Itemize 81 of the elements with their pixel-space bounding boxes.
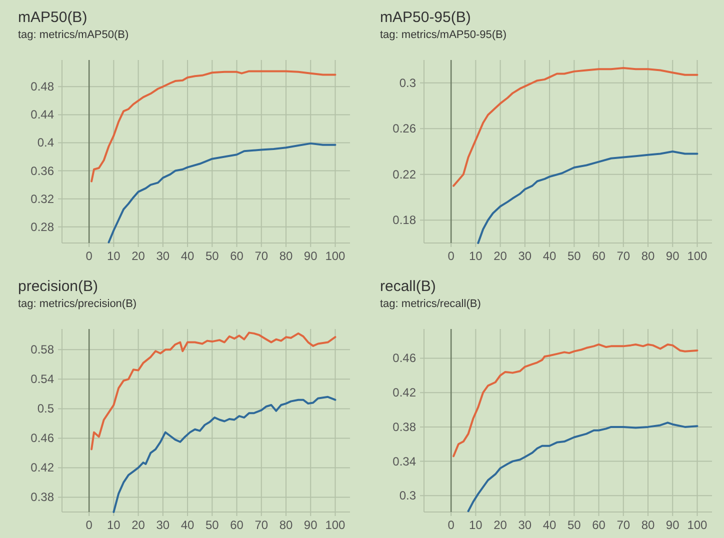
x-tick-label: 100 (325, 249, 346, 263)
x-tick-label: 80 (279, 249, 293, 263)
line-series (108, 142, 336, 244)
x-tick-label: 90 (304, 249, 318, 263)
y-tick-label: 0.46 (30, 431, 54, 446)
y-tick-label: 0.22 (392, 167, 416, 182)
x-tick-label: 80 (641, 249, 655, 263)
x-tick-label: 10 (469, 518, 483, 532)
x-tick-label: 50 (205, 518, 220, 532)
x-tick-label: 30 (518, 249, 532, 263)
x-tick-label: 60 (230, 249, 244, 263)
x-tick-label: 70 (616, 518, 630, 532)
x-tick-label: 50 (205, 249, 220, 263)
x-tick-label: 0 (86, 249, 93, 263)
x-tick-label: 20 (132, 249, 146, 263)
y-tick-label: 0.42 (392, 386, 416, 400)
y-tick-label: 0.18 (392, 213, 416, 228)
y-tick-label: 0.42 (30, 460, 54, 475)
chart-subtitle: tag: metrics/mAP50(B) (18, 29, 129, 41)
chart-subtitle: tag: metrics/mAP50-95(B) (380, 29, 507, 41)
x-tick-label: 90 (666, 518, 680, 532)
x-tick-label: 30 (156, 518, 170, 532)
line-series (112, 396, 336, 513)
x-tick-label: 80 (641, 518, 655, 532)
y-tick-label: 0.5 (37, 402, 54, 416)
y-tick-label: 0.44 (30, 108, 54, 122)
x-tick-label: 20 (132, 518, 146, 532)
x-tick-label: 10 (107, 518, 121, 532)
x-tick-label: 100 (687, 249, 708, 263)
x-tick-label: 70 (254, 518, 268, 532)
y-tick-label: 0.36 (30, 164, 54, 178)
line-series (452, 343, 698, 458)
x-tick-label: 20 (494, 249, 508, 263)
x-tick-label: 60 (592, 518, 606, 532)
x-tick-label: 90 (304, 518, 318, 532)
x-tick-label: 40 (542, 518, 557, 532)
chart-title: precision(B) (18, 278, 98, 295)
y-tick-label: 0.3 (399, 488, 416, 503)
y-tick-label: 0.58 (30, 342, 54, 357)
y-tick-label: 0.46 (392, 351, 416, 366)
x-tick-label: 70 (616, 249, 630, 263)
line-series (477, 150, 698, 244)
x-tick-label: 20 (494, 518, 508, 532)
chart-title: mAP50-95(B) (380, 9, 471, 26)
x-tick-label: 70 (254, 249, 268, 263)
x-tick-label: 40 (542, 249, 557, 263)
y-tick-label: 0.48 (30, 80, 54, 94)
x-tick-label: 30 (156, 249, 170, 263)
y-tick-label: 0.4 (37, 136, 54, 150)
x-tick-label: 40 (180, 518, 195, 532)
x-tick-label: 0 (86, 518, 93, 532)
x-tick-label: 40 (180, 249, 195, 263)
y-tick-label: 0.32 (30, 192, 54, 206)
x-tick-label: 80 (279, 518, 293, 532)
y-tick-label: 0.34 (392, 454, 416, 468)
x-tick-label: 100 (325, 518, 346, 532)
x-tick-label: 10 (469, 249, 483, 263)
y-tick-label: 0.28 (30, 220, 54, 234)
x-tick-label: 50 (567, 518, 582, 532)
y-tick-label: 0.26 (392, 122, 416, 136)
x-tick-label: 30 (518, 518, 532, 532)
x-tick-label: 50 (567, 249, 582, 263)
x-tick-label: 60 (592, 249, 606, 263)
chart-title: recall(B) (380, 278, 436, 295)
x-tick-label: 0 (448, 249, 455, 263)
x-tick-label: 100 (687, 518, 708, 532)
chart-subtitle: tag: metrics/recall(B) (380, 298, 481, 310)
y-tick-label: 0.38 (30, 490, 54, 504)
x-tick-label: 0 (448, 518, 455, 532)
y-tick-label: 0.38 (392, 420, 416, 434)
y-tick-label: 0.3 (399, 76, 416, 90)
line-series (467, 422, 698, 512)
chart-subtitle: tag: metrics/precision(B) (18, 298, 137, 310)
line-series (90, 70, 336, 182)
chart-title: mAP50(B) (18, 9, 88, 26)
y-tick-label: 0.54 (30, 372, 54, 386)
x-tick-label: 60 (230, 518, 244, 532)
line-series (452, 67, 698, 187)
line-series (90, 332, 336, 450)
x-tick-label: 90 (666, 249, 680, 263)
x-tick-label: 10 (107, 249, 121, 263)
